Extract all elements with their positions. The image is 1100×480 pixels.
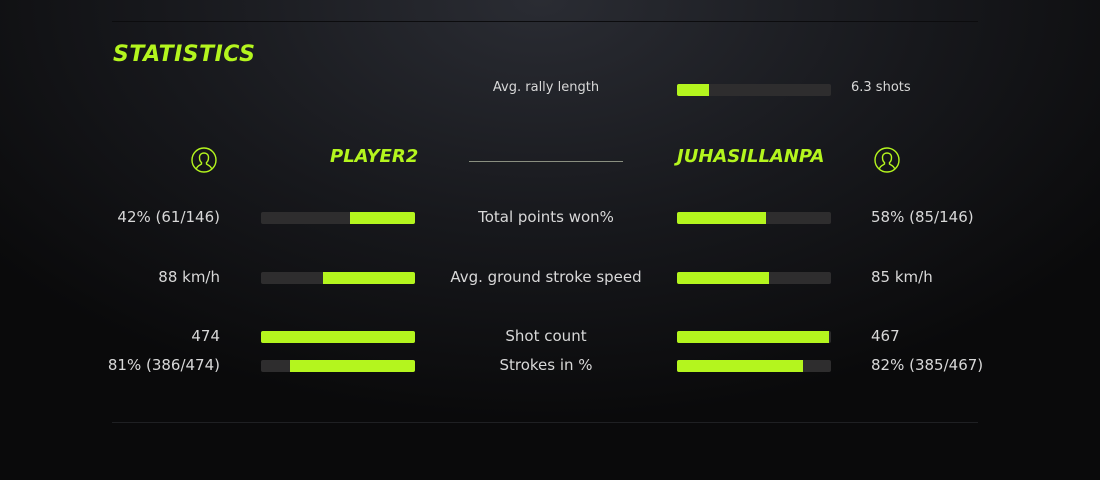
- bar-fill: [677, 272, 770, 284]
- page-title: STATISTICS: [113, 42, 256, 67]
- stat-left-bar: [261, 272, 415, 284]
- stat-left-value: 474: [191, 327, 220, 345]
- bar-fill: [261, 331, 415, 343]
- user-icon: [874, 147, 900, 173]
- stat-right-value: 85 km/h: [871, 268, 933, 286]
- rally-bar: [677, 84, 831, 96]
- stat-right-bar: [677, 331, 831, 343]
- rally-value: 6.3 shots: [851, 80, 911, 95]
- player-left-name: PLAYER2: [330, 146, 419, 167]
- player-right-name: JUHASILLANPA: [677, 146, 825, 167]
- vs-divider: [469, 161, 623, 162]
- stat-left-value: 88 km/h: [158, 268, 220, 286]
- bar-fill: [677, 360, 804, 372]
- stat-left-bar: [261, 360, 415, 372]
- bar-fill: [677, 331, 829, 343]
- stat-right-bar: [677, 360, 831, 372]
- stat-right-value: 467: [871, 327, 900, 345]
- bar-fill: [677, 84, 710, 96]
- bar-fill: [350, 212, 415, 224]
- stat-right-bar: [677, 212, 831, 224]
- stat-label: Strokes in %: [499, 356, 593, 374]
- user-icon: [191, 147, 217, 173]
- rally-label: Avg. rally length: [492, 80, 600, 95]
- stat-right-value: 58% (85/146): [871, 208, 974, 226]
- stat-label: Total points won%: [478, 208, 614, 226]
- bar-fill: [677, 212, 767, 224]
- stat-left-value: 42% (61/146): [117, 208, 220, 226]
- stat-left-bar: [261, 212, 415, 224]
- bottom-divider: [112, 422, 978, 423]
- bar-fill: [322, 272, 415, 284]
- stat-right-value: 82% (385/467): [871, 356, 984, 374]
- bar-fill: [290, 360, 415, 372]
- stat-label: Avg. ground stroke speed: [450, 268, 642, 286]
- top-divider: [112, 21, 978, 22]
- stat-right-bar: [677, 272, 831, 284]
- stat-left-bar: [261, 331, 415, 343]
- stat-label: Shot count: [505, 327, 587, 345]
- stat-left-value: 81% (386/474): [107, 356, 220, 374]
